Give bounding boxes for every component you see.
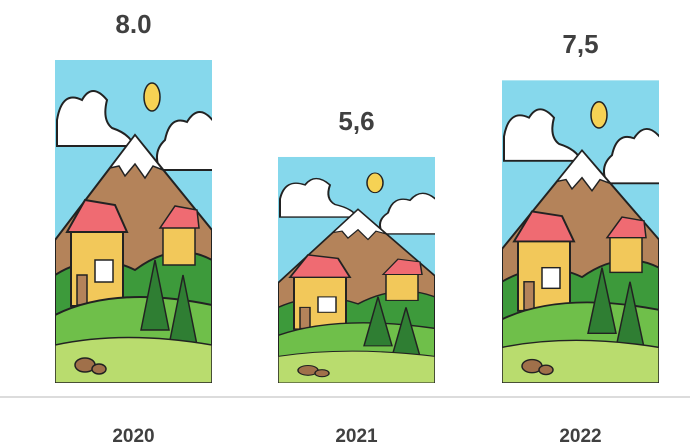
bar-picture (278, 157, 437, 383)
sun (144, 83, 160, 111)
door (524, 282, 534, 310)
window (95, 260, 113, 282)
rock (92, 364, 106, 374)
rock (315, 370, 329, 377)
value-label: 7,5 (562, 29, 598, 59)
house-small (386, 272, 418, 300)
bar-picture (55, 60, 214, 383)
door (300, 307, 310, 328)
x-tick-label: 2022 (559, 426, 601, 447)
bar-picture (502, 80, 661, 383)
window (318, 297, 336, 312)
x-tick-label: 2021 (335, 426, 378, 447)
value-label: 8.0 (115, 9, 151, 39)
sun (591, 102, 607, 128)
sun (367, 173, 383, 193)
door (77, 275, 87, 305)
rock (539, 365, 553, 374)
value-label: 5,6 (338, 106, 374, 136)
chart: 8.0 2020 5,6 2021 7,5 2022 (0, 0, 690, 448)
house-small (610, 235, 642, 273)
window (542, 268, 560, 289)
house-small (163, 225, 195, 265)
x-tick-label: 2020 (112, 426, 154, 447)
